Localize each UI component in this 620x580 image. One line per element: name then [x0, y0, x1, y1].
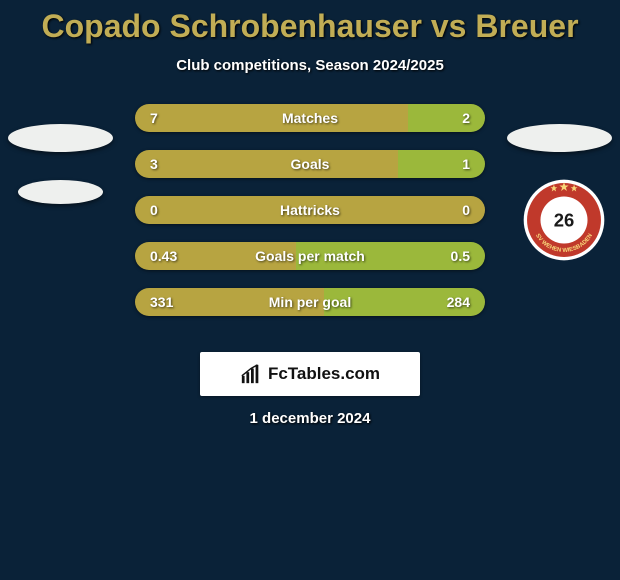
- stat-row: Hattricks00: [0, 196, 620, 224]
- stat-bar-track: [135, 288, 485, 316]
- stat-value-left: 3: [150, 150, 158, 178]
- chart-icon: [240, 363, 262, 385]
- stat-value-left: 0.43: [150, 242, 177, 270]
- subtitle: Club competitions, Season 2024/2025: [0, 57, 620, 74]
- footer-date: 1 december 2024: [0, 410, 620, 427]
- stat-bar-left: [135, 196, 485, 224]
- stat-row: Min per goal331284: [0, 288, 620, 316]
- stat-bar-track: [135, 150, 485, 178]
- stat-bar-track: [135, 104, 485, 132]
- stat-value-right: 0: [462, 196, 470, 224]
- stat-value-right: 0.5: [451, 242, 470, 270]
- stat-row: Goals per match0.430.5: [0, 242, 620, 270]
- stat-bar-right: [398, 150, 486, 178]
- stat-bar-right: [408, 104, 485, 132]
- stat-row: Goals31: [0, 150, 620, 178]
- stat-value-left: 0: [150, 196, 158, 224]
- footer-brand-text: FcTables.com: [268, 364, 380, 384]
- page-title: Copado Schrobenhauser vs Breuer: [0, 0, 620, 45]
- stat-value-right: 284: [447, 288, 470, 316]
- stat-bar-left: [135, 104, 408, 132]
- stat-bar-track: [135, 196, 485, 224]
- stat-value-left: 331: [150, 288, 173, 316]
- stat-bar-track: [135, 242, 485, 270]
- stat-value-left: 7: [150, 104, 158, 132]
- footer-brand: FcTables.com: [200, 352, 420, 396]
- stat-row: Matches72: [0, 104, 620, 132]
- stat-value-right: 1: [462, 150, 470, 178]
- stat-bar-left: [135, 150, 398, 178]
- stat-value-right: 2: [462, 104, 470, 132]
